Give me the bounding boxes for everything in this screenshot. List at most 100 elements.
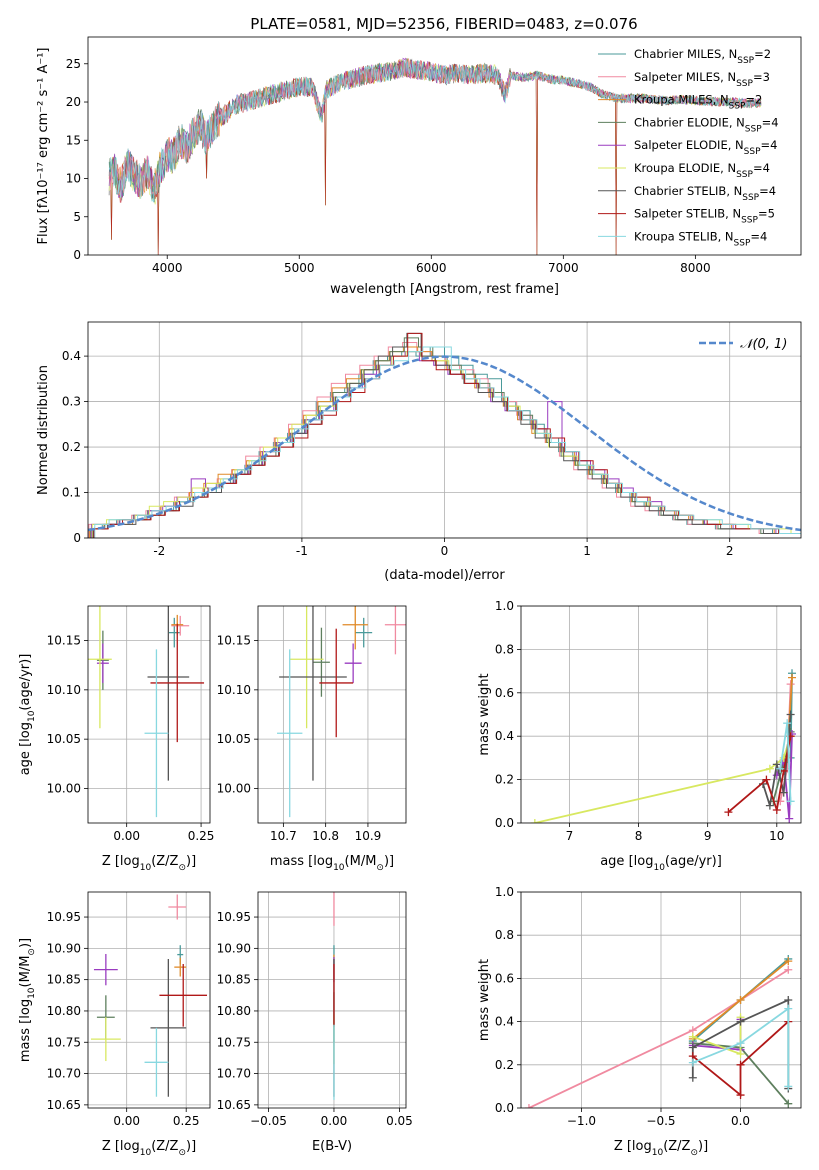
axes-frame [257,891,407,1109]
y-tick-label: 10.85 [47,973,81,987]
weight-marker [785,814,794,823]
weight-marker [784,1099,793,1108]
weight-marker [736,1039,745,1048]
mass-vs-metallicity-panel: 0.00 0.25 10.65 10.70 10.75 10.80 10.85 10.90 10… [18,891,211,1158]
x-tick-label: 0 [441,544,449,558]
label-part: age [log [18,722,33,775]
label-part: Salpeter ELODIE, N [634,138,744,152]
plot-content [88,322,801,538]
label-part: )] [698,1139,708,1154]
y-tick-label: 10.65 [217,1098,251,1112]
label-part: 10 [653,863,665,873]
label-part: =4 [759,184,776,198]
label-part: SSP [737,56,754,66]
label-part: SSP [734,238,751,248]
x-tick-label: −0.05 [250,1114,287,1128]
plot-content [521,892,801,1108]
weight-marker [736,996,745,1004]
y-tick-label: 10.15 [217,634,251,648]
weight-line-kroupa_stelib [692,1006,790,1087]
x-tick-label: -1 [296,544,308,558]
label-part: (M/M [18,956,33,988]
x-axis-label: Z [log10(Z/Z⊙)] [614,1139,708,1158]
x-tick-label: 0.25 [173,1114,200,1128]
label-part: 10 [140,1148,152,1158]
weight-marker [784,996,793,1004]
spectrum-line-chabrier_miles [108,57,762,203]
label-part: =4 [750,229,767,243]
error-point-kroupa_stelib [144,1027,169,1097]
label-part: SSP [736,79,753,89]
x-axis-label: age [log10(age/yr)] [600,854,722,873]
legend-entry: Chabrier ELODIE, NSSP=4 [634,115,779,134]
error-point-salpeter_elodie [344,643,362,683]
weight-marker [776,764,785,773]
legend-entry: Kroupa MILES, NSSP=2 [634,93,762,112]
label-part: SSP [744,147,761,157]
x-tick-label: 0.00 [113,829,140,843]
y-tick-label: 10.85 [217,973,251,987]
error-point-kroupa_miles [342,606,368,650]
y-axis-label: mass weight [477,673,492,755]
x-tick-label: 7000 [548,261,579,275]
x-tick-label: 10.7 [270,829,297,843]
y-axis-label: mass [log10(M/M⊙)] [18,938,37,1062]
weight-marker [784,965,793,974]
x-tick-label: 2 [726,544,734,558]
label-part: ⊙ [690,1148,698,1158]
y-axis-label: Normed distribution [36,365,51,495]
y-tick-label: 0.2 [495,773,514,787]
plot-area [258,606,406,823]
axes-frame [520,891,802,1109]
legend-entry: Salpeter STELIB, NSSP=5 [634,207,775,226]
error-point-chabrier_elodie [312,627,330,697]
error-point-chabrier_miles [168,617,181,648]
weight-marker [772,805,781,814]
label-part: ⊙ [376,863,384,873]
y-tick-label: 0.6 [495,686,514,700]
weight-marker [688,1032,697,1041]
label-part: Z [log [102,1139,140,1154]
y-tick-label: 10.05 [47,732,81,746]
weight-marker [736,1017,745,1026]
label-part: )] [186,1139,196,1154]
error-point-kroupa_miles [174,957,187,977]
y-tick-label: 0.4 [495,729,514,743]
y-tick-label: 0 [73,531,81,545]
legend-entry: Chabrier STELIB, NSSP=4 [634,184,776,203]
label-part: mass [log [18,999,33,1062]
weight-marker [765,764,774,773]
legend-entry: Kroupa STELIB, NSSP=4 [634,229,767,248]
y-tick-label: 0.6 [495,971,514,985]
y-tick-label: 10.90 [47,941,81,955]
x-tick-label: 1 [583,544,591,558]
x-tick-label: 6000 [416,261,447,275]
weight-marker [784,1082,793,1091]
histogram-kroupa_elodie [91,351,801,538]
weight-vs-metallicity-panel: −1.0 −0.5 0.0 0.0 0.2 0.4 0.6 0.8 1.0 Z [log10(Z/… [477,885,802,1158]
y-tick-label: 20 [66,95,81,109]
label-part: Z [log [614,1139,652,1154]
weight-marker [688,1073,697,1082]
legend-entry: Kroupa ELODIE, NSSP=4 [634,161,770,180]
label-part: Chabrier STELIB, N [634,184,742,198]
error-point-chabrier_stelib [279,606,347,781]
label-part: ⊙ [178,863,186,873]
x-tick-label: 0.05 [386,1114,413,1128]
weight-marker [530,819,539,823]
label-part: Salpeter MILES, N [634,70,736,84]
histogram-kroupa_stelib [94,346,801,538]
x-tick-label: 5000 [284,261,315,275]
label-part: (Z/Z [151,1139,178,1154]
y-tick-label: 25 [66,57,81,71]
y-tick-label: 10.90 [217,941,251,955]
weight-marker [784,1004,793,1013]
axes-frame [87,36,802,256]
y-tick-label: 10.10 [217,683,251,697]
weight-marker [788,673,797,682]
x-axis-label: Z [log10(Z/Z⊙)] [102,1139,196,1158]
y-tick-label: 10.80 [217,1004,251,1018]
y-tick-label: 10.95 [47,910,81,924]
